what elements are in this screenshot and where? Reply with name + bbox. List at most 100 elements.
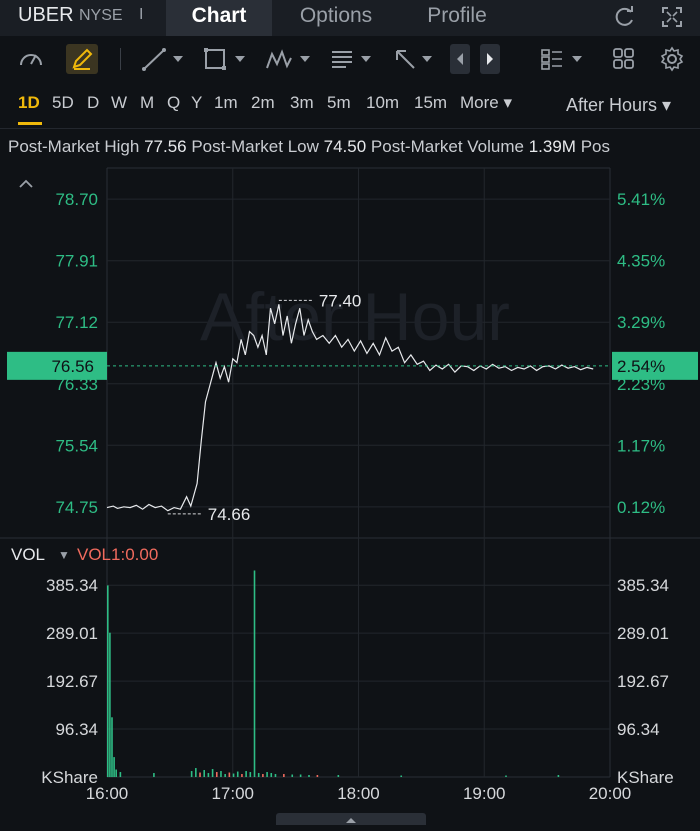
tab-chart[interactable]: Chart [166, 0, 272, 36]
volume-bar [113, 757, 115, 777]
current-pct-tag [612, 351, 698, 380]
timeframe-w[interactable]: W [111, 93, 128, 112]
y-right-tick-label: 5.41% [617, 190, 665, 209]
timeframe-1m[interactable]: 1m [214, 93, 238, 112]
timeframe-q[interactable]: Q [167, 93, 181, 112]
volume-right-tick-label: 96.34 [617, 720, 660, 739]
volume-bar [316, 775, 319, 777]
y-left-tick-label: 77.91 [55, 252, 98, 271]
volume-bar [115, 769, 117, 777]
line-tool-icon[interactable] [140, 44, 186, 74]
volume-bar [109, 632, 111, 777]
ticker-symbol: UBER [18, 4, 74, 26]
arrow-tool-icon[interactable] [392, 44, 438, 74]
volume-title[interactable]: VOL [11, 545, 46, 564]
timeframe-y[interactable]: Y [191, 93, 203, 112]
panel-resize-handle[interactable] [276, 813, 426, 825]
post-market-volume-label: Post-Market Volume [370, 137, 524, 156]
post-market-high-value: 77.56 [144, 137, 187, 156]
volume-bar [266, 772, 268, 777]
volume-right-tick-label: 289.01 [617, 624, 669, 643]
volume-bar [505, 775, 507, 777]
timeframe-5m[interactable]: 5m [327, 93, 351, 112]
volume-left-tick-label: 385.34 [46, 576, 98, 595]
timeframe-5d[interactable]: 5D [52, 93, 74, 112]
volume-bar [337, 775, 340, 777]
post-market-more-label: Pos [580, 137, 610, 156]
volume-bar [207, 773, 210, 777]
timeframe-d[interactable]: D [87, 93, 100, 112]
session-selector-dropdown[interactable]: After Hours ▾ [566, 95, 672, 115]
post-market-low-value: 74.50 [323, 137, 367, 156]
chart-watermark: After Hour [200, 279, 510, 355]
volume-left-tick-label: 96.34 [55, 720, 98, 739]
volume-bar [203, 770, 206, 777]
timeframe-m[interactable]: M [140, 93, 155, 112]
scroll-right-icon[interactable] [480, 44, 500, 74]
y-left-tick-label: 78.70 [55, 190, 98, 209]
volume-bar [262, 774, 264, 777]
post-market-high-label: Post-Market High [8, 137, 140, 156]
text-tool-icon[interactable] [328, 44, 374, 74]
volume-bar [283, 774, 285, 777]
y-axis-right: 5.41%4.35%3.29%2.23%1.17%0.12% [617, 190, 665, 517]
x-axis: 16:00 17:00 18:00 19:00 20:00 [86, 784, 632, 803]
grid-icon[interactable] [610, 44, 638, 74]
fullscreen-icon[interactable] [658, 3, 686, 31]
y-right-tick-label: 1.17% [617, 436, 665, 455]
volume-bar [299, 774, 302, 777]
volume-bar [195, 768, 197, 777]
timeframe-2m[interactable]: 2m [251, 93, 275, 112]
settings-gear-icon[interactable] [658, 44, 686, 74]
refresh-icon[interactable] [610, 3, 638, 31]
volume-bar [400, 775, 403, 777]
volume-bar [215, 772, 218, 777]
timeframe-1d[interactable]: 1D [18, 93, 40, 112]
volume-bar [190, 771, 193, 777]
exchange-label: NYSE [79, 7, 123, 24]
x-tick-label: 18:00 [337, 784, 380, 803]
scroll-left-icon[interactable] [450, 44, 470, 74]
timeframe-more-dropdown[interactable]: More ▾ [460, 93, 512, 112]
layout-list-icon[interactable] [538, 44, 586, 74]
volume-unit-right: KShare [617, 768, 674, 787]
y-left-tick-label: 77.12 [55, 313, 98, 332]
chevron-up-icon [346, 818, 356, 823]
post-market-volume-value: 1.39M [528, 137, 576, 156]
tab-profile[interactable]: Profile [427, 4, 487, 27]
ticker-separator: I [139, 6, 144, 23]
x-tick-label: 20:00 [589, 784, 632, 803]
rectangle-tool-icon[interactable] [202, 44, 248, 74]
pattern-tool-icon[interactable] [264, 44, 312, 74]
timeframe-10m[interactable]: 10m [366, 93, 400, 112]
draw-pen-icon[interactable] [66, 44, 98, 74]
volume-bar [153, 773, 155, 777]
volume-bar [291, 774, 294, 777]
toolbar-divider [120, 48, 121, 70]
collapse-chevron-up-icon[interactable] [19, 179, 33, 188]
current-price-label: 76.56 [51, 357, 94, 376]
volume-bar [119, 772, 122, 777]
volume-bar [249, 772, 252, 777]
volume-unit-left: KShare [41, 768, 98, 787]
volume-bar [236, 771, 239, 777]
price-series: 76.56 2.54% 77.40 74.66 [7, 291, 698, 524]
tab-options[interactable]: Options [299, 4, 373, 27]
volume-bar [232, 773, 235, 777]
post-market-stats: Post-Market High 77.56 Post-Market Low 7… [8, 137, 610, 157]
volume-dropdown-caret-icon[interactable]: ▼ [58, 548, 70, 562]
gauge-icon[interactable] [16, 44, 46, 74]
timeframe-15m[interactable]: 15m [414, 93, 448, 112]
divider [0, 128, 700, 129]
price-line [106, 304, 594, 512]
x-tick-label: 19:00 [463, 784, 506, 803]
current-price-tag [7, 351, 107, 380]
y-right-tick-label: 4.35% [617, 252, 665, 271]
x-tick-label: 16:00 [86, 784, 129, 803]
volume-bar [111, 717, 113, 777]
timeframe-3m[interactable]: 3m [290, 93, 314, 112]
volume-bar [241, 774, 243, 777]
volume-bar [224, 774, 226, 777]
